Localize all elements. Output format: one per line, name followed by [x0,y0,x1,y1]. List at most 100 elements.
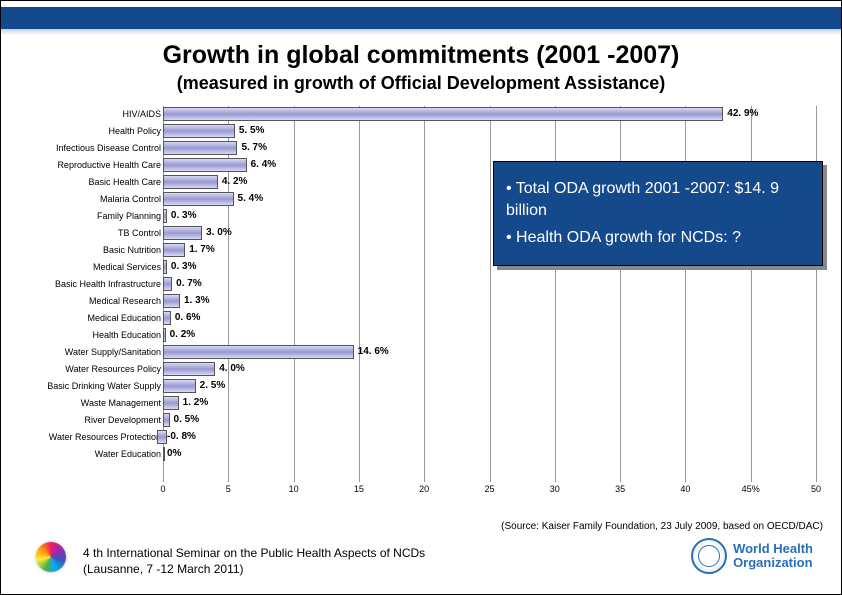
category-label: HIV/AIDS [11,109,161,119]
who-line1: World Health [733,541,813,556]
value-label: 6. 4% [251,159,277,170]
bar [163,124,235,138]
category-label: Family Planning [11,211,161,221]
bar-row: Infectious Disease Control5. 7% [23,140,819,157]
category-label: Waste Management [11,398,161,408]
value-label: 42. 9% [727,108,758,119]
category-label: Reproductive Health Care [11,160,161,170]
x-tick-label: 20 [419,484,429,494]
bar [163,107,723,121]
value-label: 5. 5% [239,125,265,136]
bar [163,277,172,291]
x-tick-label: 5 [226,484,231,494]
value-label: 5. 7% [241,142,267,153]
bar [163,260,167,274]
category-label: Water Resources Protection [11,432,161,442]
bar [163,294,180,308]
bar-row: Medical Education0. 6% [23,310,819,327]
bar-row: Health Policy5. 5% [23,123,819,140]
header-light-band [1,29,841,35]
x-tick-label: 35 [615,484,625,494]
bar-row: Waste Management1. 2% [23,395,819,412]
callout-item: • Health ODA growth for NCDs: ? [506,227,810,249]
value-label: 0. 3% [171,210,197,221]
category-label: Basic Nutrition [11,245,161,255]
value-label: 0. 3% [171,261,197,272]
value-label: 5. 4% [238,193,264,204]
bar-row: Water Resources Protection-0. 8% [23,429,819,446]
category-label: Basic Drinking Water Supply [11,381,161,391]
bar-row: Medical Research1. 3% [23,293,819,310]
x-tick-label: 30 [550,484,560,494]
footer-line1: 4 th International Seminar on the Public… [83,546,425,560]
slide-subtitle: (measured in growth of Official Developm… [1,73,841,94]
bar [163,447,165,461]
bar [163,345,354,359]
footer: 4 th International Seminar on the Public… [1,536,841,586]
category-label: Medical Education [11,313,161,323]
category-label: Malaria Control [11,194,161,204]
who-text: World Health Organization [733,542,813,571]
value-label: 1. 3% [184,295,210,306]
bar [163,158,247,172]
bar-row: Health Education0. 2% [23,327,819,344]
bar-row: River Development0. 5% [23,412,819,429]
callout-item: • Total ODA growth 2001 -2007: $14. 9 bi… [506,178,810,221]
x-tick-label: 15 [354,484,364,494]
bar [163,226,202,240]
bar [157,430,167,444]
category-label: Basic Health Infrastructure [11,279,161,289]
value-label: 0. 6% [175,312,201,323]
bar [163,141,237,155]
who-line2: Organization [733,555,812,570]
x-tick-label: 45% [742,484,760,494]
bar-row: Water Education0% [23,446,819,463]
category-label: Medical Research [11,296,161,306]
bar-row: Basic Health Infrastructure0. 7% [23,276,819,293]
value-label: -0. 8% [167,431,196,442]
category-label: River Development [11,415,161,425]
slide: Growth in global commitments (2001 -2007… [0,0,842,595]
who-logo-icon [691,538,727,574]
value-label: 1. 2% [183,397,209,408]
bar [163,175,218,189]
x-tick-label: 50 [811,484,821,494]
bar [163,379,196,393]
value-label: 3. 0% [206,227,232,238]
header-band [1,7,841,29]
value-label: 14. 6% [358,346,389,357]
slide-title: Growth in global commitments (2001 -2007… [1,41,841,70]
category-label: TB Control [11,228,161,238]
value-label: 4. 2% [222,176,248,187]
x-tick-label: 40 [680,484,690,494]
category-label: Medical Services [11,262,161,272]
category-label: Health Policy [11,126,161,136]
category-label: Infectious Disease Control [11,143,161,153]
bar [163,413,170,427]
value-label: 0. 2% [170,329,196,340]
value-label: 1. 7% [189,244,215,255]
footer-line2: (Lausanne, 7 -12 March 2011) [83,562,244,576]
category-label: Water Resources Policy [11,364,161,374]
bar [163,192,234,206]
category-label: Water Supply/Sanitation [11,347,161,357]
value-label: 0. 7% [176,278,202,289]
value-label: 2. 5% [200,380,226,391]
bar [163,311,171,325]
value-label: 0% [167,448,181,459]
who-logo-block: World Health Organization [691,538,813,574]
value-label: 4. 0% [219,363,245,374]
bar-row: Water Supply/Sanitation14. 6% [23,344,819,361]
bar [163,243,185,257]
bar [163,209,167,223]
category-label: Water Education [11,449,161,459]
bar-row: Basic Drinking Water Supply2. 5% [23,378,819,395]
source-text: (Source: Kaiser Family Foundation, 23 Ju… [501,521,823,532]
value-label: 0. 5% [174,414,200,425]
bar [163,396,179,410]
x-tick-label: 10 [289,484,299,494]
footer-text: 4 th International Seminar on the Public… [83,546,425,577]
callout-box: • Total ODA growth 2001 -2007: $14. 9 bi… [493,161,823,266]
bar-row: HIV/AIDS42. 9% [23,106,819,123]
bar [163,328,166,342]
